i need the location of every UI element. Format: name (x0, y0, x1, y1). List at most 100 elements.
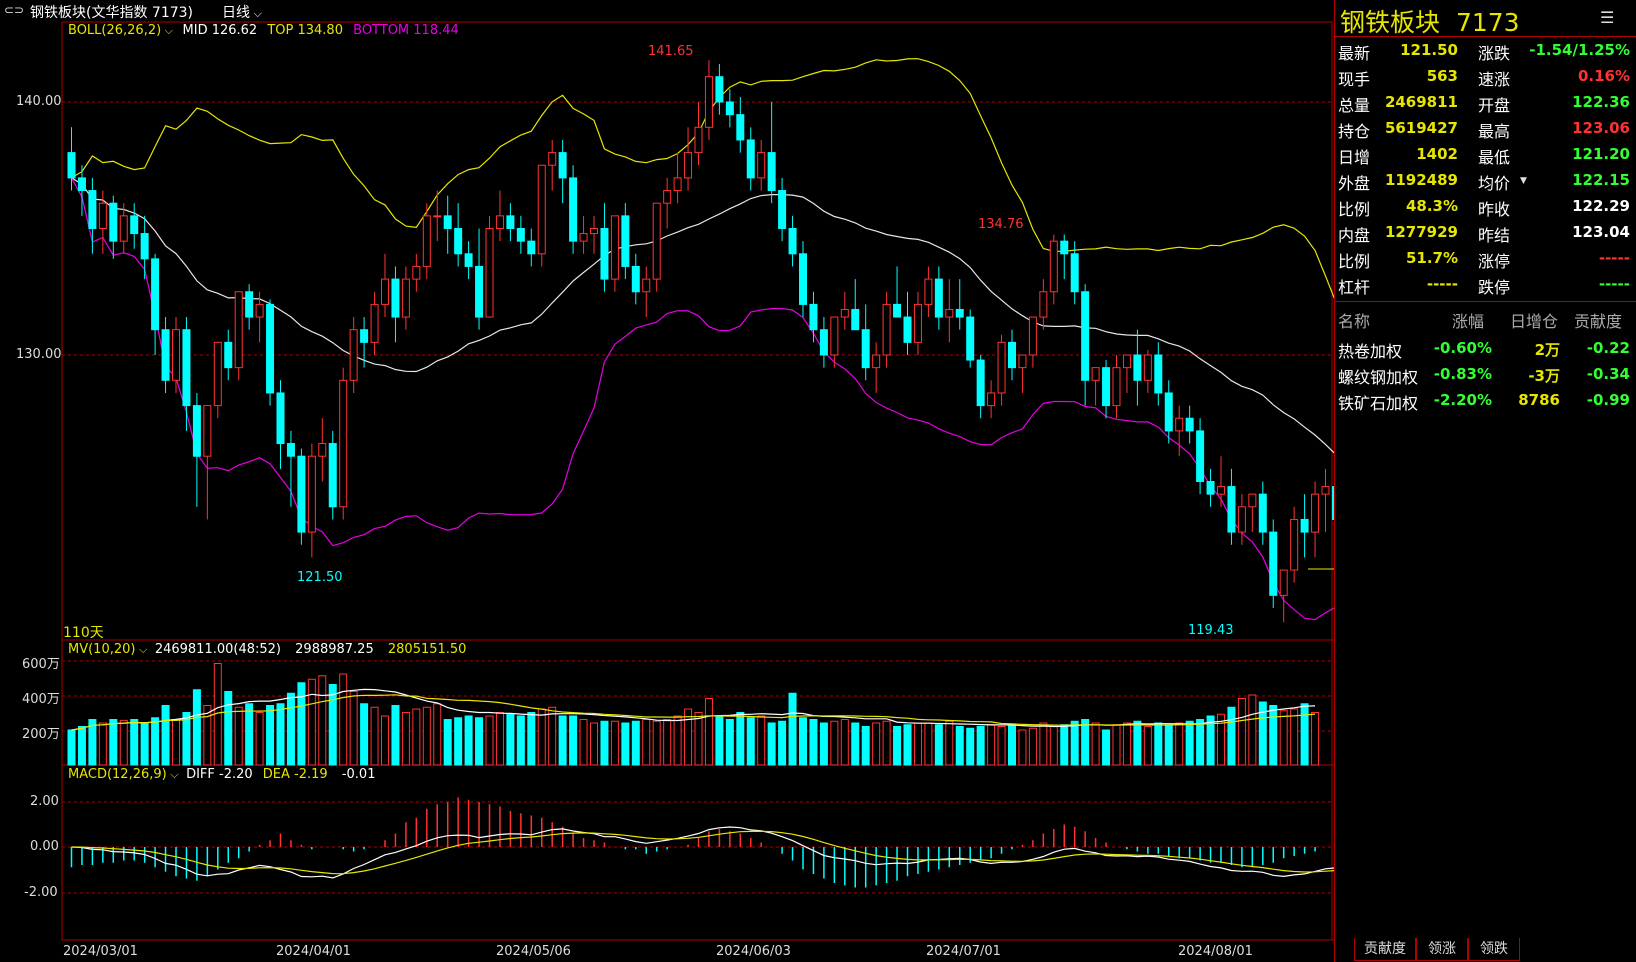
tab-contrib[interactable]: 贡献度 (1354, 938, 1416, 961)
chart-title: 钢铁板块(文华指数 7173) (30, 5, 194, 21)
main-chart[interactable] (0, 0, 1334, 962)
volume-bar (443, 719, 452, 766)
candle-body (851, 308, 860, 331)
mv-legend[interactable]: MV(10,20) ⌵ 2469811.00(48:52) 2988987.25… (68, 642, 466, 657)
date-tick: 2024/03/01 (63, 944, 138, 959)
candle-body (98, 202, 107, 229)
volume-bar (715, 715, 724, 766)
instrument-name: 钢铁板块 (1340, 8, 1441, 37)
volume-bar (339, 673, 348, 766)
volume-bar (830, 720, 839, 766)
volume-bar (475, 717, 484, 766)
quote-label: 最高 (1478, 122, 1511, 141)
candle-body (882, 303, 891, 356)
candle-body (788, 228, 797, 255)
quote-value: 122.36 (1572, 93, 1630, 111)
boll-bottom-line (70, 177, 1334, 621)
candle-body (1018, 354, 1027, 369)
candle-body (1164, 392, 1173, 432)
col-name[interactable]: 名称 (1338, 312, 1371, 331)
volume-bar (1060, 724, 1069, 766)
volume-bar (1269, 705, 1278, 766)
caret-down-icon[interactable]: ▼ (1520, 176, 1527, 186)
volume-bar (1154, 722, 1163, 766)
quote-value: 5619427 (1384, 119, 1458, 137)
candle-body (1060, 240, 1069, 255)
tab-lead-down[interactable]: 领跌 (1468, 938, 1520, 961)
contrib-row[interactable]: 铁矿石加权 -2.20% 8786 -0.99 (1334, 390, 1636, 414)
period-selector[interactable]: 日线 ⌵ (222, 5, 262, 21)
volume-bar (109, 719, 118, 766)
volume-bar (882, 720, 891, 766)
candle-body (297, 455, 306, 533)
candle-body (339, 379, 348, 508)
link-icon[interactable]: ⊂⊃ (4, 3, 25, 17)
quote-value: 1277929 (1384, 223, 1458, 241)
quote-label: 比例 (1338, 252, 1371, 271)
candle-body (1300, 518, 1309, 533)
low2-annotation: 119.43 (1188, 623, 1234, 638)
candle-body (1154, 354, 1163, 394)
volume-bar (381, 715, 389, 766)
candle-body (182, 329, 191, 407)
volume-bar (245, 703, 254, 766)
volume-bar (684, 708, 693, 766)
volume-bar (286, 692, 295, 766)
volume-bar (1196, 719, 1205, 766)
mv-name: MV(10,20) (68, 642, 136, 657)
menu-icon[interactable]: ☰ (1600, 8, 1615, 27)
volume-bar (77, 726, 86, 766)
candle-body (830, 316, 839, 356)
candle-body (704, 76, 713, 128)
candle-body (370, 303, 379, 343)
volume-bar (1028, 727, 1037, 766)
candle-body (381, 278, 389, 305)
volume-bar (1300, 703, 1309, 766)
mv20-line (71, 694, 1316, 731)
candle-body (600, 228, 609, 280)
candle-body (652, 202, 661, 280)
volume-bar (1237, 698, 1246, 766)
contrib-row[interactable]: 热卷加权 -0.60% 2万 -0.22 (1334, 338, 1636, 362)
quote-value: 51.7% (1405, 249, 1458, 267)
volume-bar (266, 705, 275, 766)
volume-bar (527, 712, 536, 766)
macd-legend[interactable]: MACD(12,26,9) ⌵ DIFF -2.20 DEA -2.19 -0.… (68, 767, 375, 782)
col-oi[interactable]: 日增仓 (1510, 312, 1559, 331)
contrib-change: -2.20% (1433, 391, 1492, 409)
candle-body (1143, 354, 1152, 381)
quote-label: 昨结 (1478, 226, 1511, 245)
quote-label: 日增 (1338, 148, 1371, 167)
contrib-value: -0.99 (1586, 391, 1630, 409)
volume-bar (151, 717, 160, 766)
mv-value-2: 2988987.25 (295, 642, 374, 657)
contrib-row[interactable]: 螺纹钢加权 -0.83% -3万 -0.34 (1334, 364, 1636, 388)
volume-bar (778, 720, 787, 766)
candle-body (1112, 367, 1121, 407)
contrib-name: 铁矿石加权 (1338, 394, 1419, 413)
volume-bar (913, 722, 922, 766)
volume-bar (1290, 708, 1299, 766)
contrib-name: 热卷加权 (1338, 342, 1403, 361)
col-contrib[interactable]: 贡献度 (1574, 312, 1623, 331)
candle-body (412, 265, 421, 280)
volume-bar (464, 715, 473, 766)
candle-body (955, 308, 964, 318)
vol-tick: 600万 (22, 657, 60, 672)
candle-body (569, 177, 578, 242)
candle-body (1217, 486, 1225, 495)
tab-lead-up[interactable]: 领涨 (1416, 938, 1468, 961)
boll-legend[interactable]: BOLL(26,26,2) ⌵ MID 126.62 TOP 134.80 BO… (68, 23, 459, 38)
volume-bar (130, 719, 139, 766)
quote-label: 涨停 (1478, 252, 1511, 271)
date-tick: 2024/04/01 (276, 944, 351, 959)
candle-body (422, 215, 431, 267)
boll-bottom: BOTTOM 118.44 (353, 23, 459, 38)
volume-bar (391, 705, 400, 766)
volume-bar (819, 722, 828, 766)
candle-body (966, 316, 975, 361)
volume-bar (840, 719, 849, 766)
col-change[interactable]: 涨幅 (1452, 312, 1485, 331)
candle-body (255, 303, 264, 318)
volume-bar (203, 705, 212, 766)
